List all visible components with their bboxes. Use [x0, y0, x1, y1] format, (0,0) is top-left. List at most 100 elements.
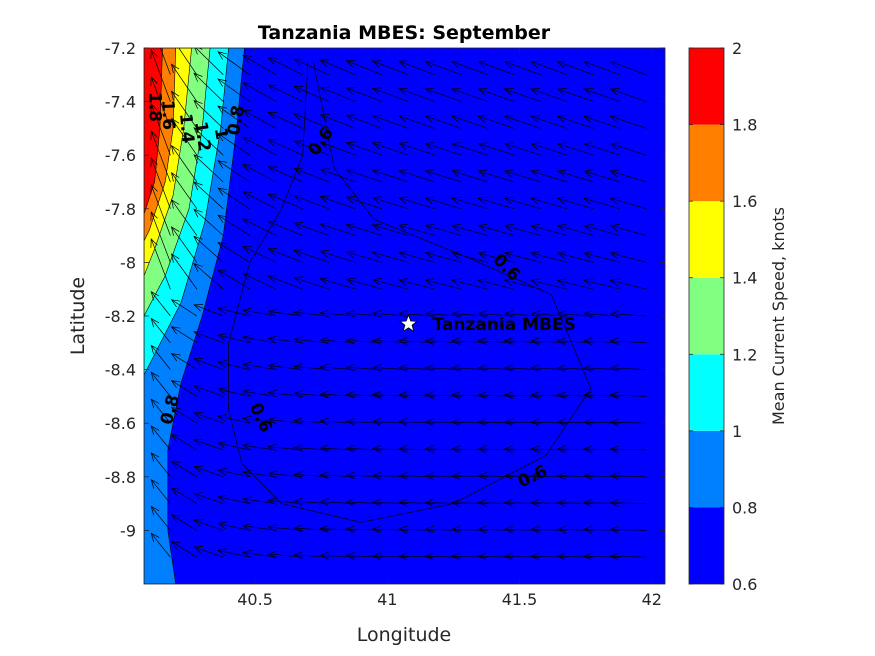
vector-arrow [217, 360, 250, 370]
vector-arrow [530, 525, 568, 534]
vector-arrow [424, 498, 462, 507]
vector-arrow [193, 263, 224, 290]
vector-arrow [503, 169, 541, 183]
y-tick-label: -8.4 [105, 361, 136, 380]
vector-arrow [345, 444, 383, 453]
vector-arrow [193, 304, 224, 317]
vector-arrow [193, 154, 224, 183]
vector-arrow [217, 242, 250, 263]
vector-arrow [450, 472, 488, 480]
vector-arrow [450, 142, 488, 156]
vector-arrow [293, 86, 330, 102]
vector-arrow [242, 136, 277, 156]
vector-arrow [150, 238, 171, 290]
vector-arrow [193, 235, 224, 263]
colorbar-tick-label: 1 [732, 422, 742, 441]
vector-arrow [398, 196, 436, 210]
vector-arrow [371, 278, 409, 290]
vector-arrow [477, 251, 515, 263]
vector-arrow [217, 333, 250, 344]
vector-arrow [144, 286, 145, 290]
vector-arrow [398, 60, 436, 76]
vector-arrow [530, 251, 568, 263]
contour-line-0.6 [228, 61, 592, 523]
vector-arrow [556, 60, 594, 76]
vector-arrow [345, 498, 383, 507]
vector-arrow [371, 196, 409, 210]
colorbar-swatch [689, 354, 724, 431]
vector-arrow [424, 525, 462, 534]
vector-arrow [530, 418, 568, 427]
vector-arrow [170, 144, 198, 183]
station-star-icon [398, 313, 419, 333]
vector-arrow [267, 335, 303, 344]
vector-arrow [371, 498, 409, 507]
vector-arrow [450, 196, 488, 210]
vector-arrow [371, 525, 409, 534]
vector-arrow [530, 552, 568, 561]
vector-arrow [477, 196, 515, 210]
vector-arrow [530, 142, 568, 156]
vector-arrow [503, 251, 541, 263]
vector-arrow [477, 224, 515, 236]
vector-arrow [193, 208, 224, 236]
colorbar-swatch [689, 124, 724, 202]
vector-arrow [267, 497, 303, 505]
vector-arrow [503, 445, 541, 454]
colorbar-swatch [689, 430, 724, 508]
vector-arrow [267, 275, 303, 290]
vector-arrow [267, 308, 303, 317]
vector-arrow [170, 226, 198, 263]
vector-arrow [424, 223, 462, 236]
vector-arrow [267, 416, 303, 425]
vector-arrow [424, 87, 462, 102]
vector-arrow [609, 310, 647, 319]
vector-arrow [193, 384, 224, 397]
vector-arrow [371, 552, 409, 561]
vector-arrow [345, 250, 383, 263]
vector-arrow [424, 418, 462, 426]
vector-arrow [398, 87, 436, 102]
vector-arrow [609, 88, 647, 102]
vector-arrow [477, 525, 515, 534]
vector-arrow [267, 524, 303, 532]
vector-arrow [150, 103, 171, 156]
vector-arrow [398, 223, 435, 236]
vector-arrow [293, 276, 330, 290]
current-vector-field [144, 48, 647, 561]
vector-arrow [193, 438, 224, 451]
vector-arrow [583, 224, 621, 236]
vector-arrow [609, 499, 647, 507]
contour-label: 1 [210, 126, 232, 141]
vector-arrow [477, 278, 515, 290]
vector-arrow [319, 168, 356, 183]
vector-arrow [170, 199, 198, 236]
vector-arrow [150, 184, 171, 236]
vector-arrow [583, 142, 621, 156]
vector-arrow [530, 445, 568, 454]
vector-arrow [150, 211, 171, 263]
vector-arrow [144, 72, 145, 75]
vector-arrow [150, 49, 171, 102]
vector-arrow [150, 157, 171, 209]
vector-arrow [530, 278, 568, 290]
vector-arrow [293, 336, 330, 344]
contour-label: 1.8 [145, 92, 165, 122]
colorbar-tick-label: 1.8 [732, 116, 757, 135]
vector-arrow [345, 114, 383, 129]
vector-arrow [609, 525, 647, 534]
vector-arrow [609, 364, 647, 373]
vector-arrow [217, 187, 250, 210]
vector-arrow [583, 196, 621, 210]
vector-arrow [371, 114, 409, 129]
vector-arrow [583, 88, 621, 102]
vector-arrow [217, 214, 250, 236]
colorbar-tick-label: 1.2 [732, 345, 757, 364]
vector-arrow [424, 142, 462, 156]
vector-arrow [150, 478, 171, 504]
vector-arrow [609, 472, 647, 480]
vector-arrow [556, 88, 594, 102]
vector-arrow [583, 391, 621, 400]
vector-arrow [242, 164, 277, 183]
vector-arrow [609, 196, 647, 210]
